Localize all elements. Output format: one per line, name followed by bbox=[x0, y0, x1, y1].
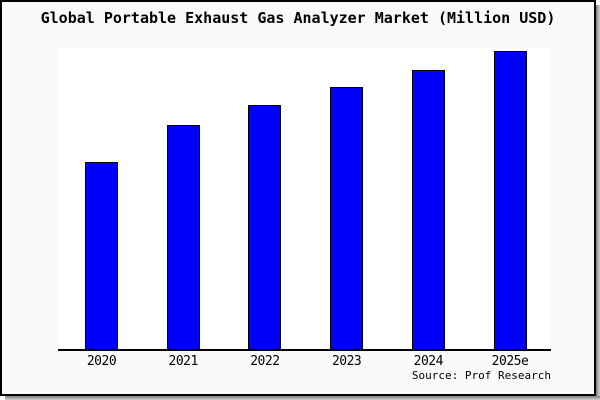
drop-shadow-bottom bbox=[5, 396, 600, 400]
x-tick-label-2020: 2020 bbox=[86, 354, 117, 369]
bar-2022 bbox=[248, 105, 282, 350]
x-tick-label-2023: 2023 bbox=[331, 354, 362, 369]
bar-2021 bbox=[166, 125, 200, 350]
x-tick-label-2025e: 2025e bbox=[491, 354, 529, 369]
x-tick-label-2022: 2022 bbox=[250, 354, 280, 369]
bar-2023 bbox=[330, 87, 364, 350]
drop-shadow-right bbox=[596, 5, 600, 400]
source-text: Source: Prof Research bbox=[411, 369, 551, 382]
bar-2020 bbox=[85, 162, 118, 350]
x-axis-labels: 2020 2021 2022 2023 2024 2025e bbox=[58, 354, 551, 369]
plot-area bbox=[58, 48, 551, 350]
bar-2024 bbox=[411, 70, 445, 350]
x-tick-label-2021: 2021 bbox=[168, 354, 199, 369]
x-tick-label-2024: 2024 bbox=[413, 354, 444, 369]
x-axis-line bbox=[58, 349, 551, 351]
chart-title: Global Portable Exhaust Gas Analyzer Mar… bbox=[40, 9, 556, 27]
bar-2025e bbox=[493, 51, 527, 350]
